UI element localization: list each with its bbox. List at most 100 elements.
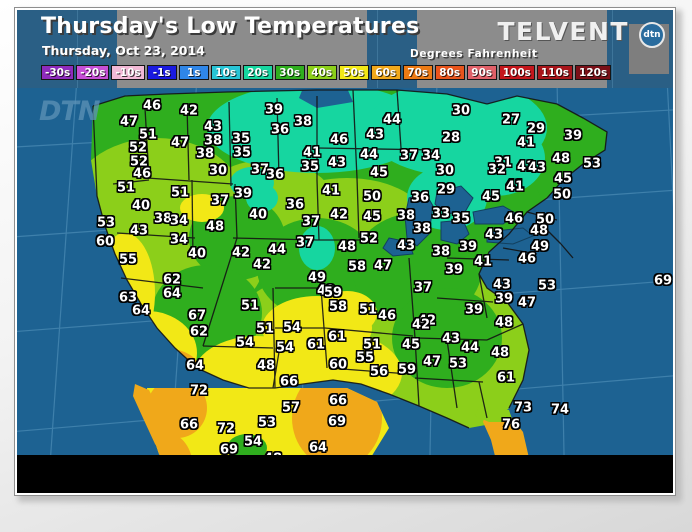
temperature-reading: 45	[369, 165, 389, 181]
temperature-reading: 55	[355, 350, 375, 366]
temperature-reading: 61	[496, 370, 516, 386]
temperature-legend: -30s -20s -10s -1s 1s 10s 20s 30s 40s 50s 60s 70s 80…	[41, 65, 612, 80]
temperature-reading: 47	[422, 354, 442, 370]
temperature-reading: 37	[413, 280, 433, 296]
temperature-reading: 34	[169, 213, 189, 229]
temperature-reading: 52	[128, 140, 148, 156]
temperature-reading: 46	[142, 98, 162, 114]
temperature-reading: 39	[563, 128, 583, 144]
legend-bin-40s[interactable]: 40s	[306, 65, 337, 80]
date-subtitle: Thursday, Oct 23, 2014	[42, 43, 205, 58]
temperature-reading: 48	[337, 239, 357, 255]
temperature-reading: 42	[329, 207, 349, 223]
temperature-reading: 49	[530, 239, 550, 255]
temperature-reading: 36	[265, 167, 285, 183]
temperature-reading: 45	[362, 209, 382, 225]
temperature-reading: 43	[365, 127, 385, 143]
temperature-reading: 42	[231, 245, 251, 261]
temperature-reading: 36	[270, 122, 290, 138]
temperature-reading: 48	[490, 345, 510, 361]
temperature-reading: 37	[210, 193, 230, 209]
temperature-reading: 38	[203, 133, 223, 149]
telvent-logo: TELVENT	[497, 17, 629, 46]
temperature-reading: 40	[131, 198, 151, 214]
temperature-reading: 38	[396, 208, 416, 224]
temperature-reading: 69	[653, 273, 673, 289]
temperature-reading: 51	[116, 180, 136, 196]
temperature-reading: 44	[267, 242, 287, 258]
temperature-reading: 38	[195, 146, 215, 162]
temperature-reading: 38	[431, 244, 451, 260]
temperature-reading: 64	[131, 303, 151, 319]
legend-bin--30s[interactable]: -30s	[41, 65, 75, 80]
temperature-reading: 48	[551, 151, 571, 167]
legend-bin-60s[interactable]: 60s	[370, 65, 401, 80]
temperature-reading: 43	[396, 238, 416, 254]
legend-bin-70s[interactable]: 70s	[402, 65, 433, 80]
temperature-reading: 44	[460, 340, 480, 356]
legend-bin-50s[interactable]: 50s	[338, 65, 369, 80]
temperature-reading: 76	[501, 417, 521, 433]
legend-bin-1s[interactable]: 1s	[178, 65, 209, 80]
temperature-reading: 57	[281, 400, 301, 416]
temperature-reading: 36	[285, 197, 305, 213]
dtn-logo-icon: dtn	[639, 22, 665, 48]
temperature-reading: 41	[321, 183, 341, 199]
temperature-reading: 54	[235, 335, 255, 351]
temperature-reading: 55	[118, 252, 138, 268]
legend-bin-80s[interactable]: 80s	[434, 65, 465, 80]
temperature-reading: 43	[492, 277, 512, 293]
temperature-reading: 54	[275, 340, 295, 356]
temperature-reading: 69	[327, 414, 347, 430]
temperature-reading: 67	[187, 308, 207, 324]
temperature-reading: 46	[517, 251, 537, 267]
temperature-reading: 50	[535, 212, 555, 228]
temperature-reading: 35	[232, 145, 252, 161]
legend-bin-100s[interactable]: 100s	[498, 65, 535, 80]
temperature-reading: 35	[451, 211, 471, 227]
temperature-reading: 36	[410, 190, 430, 206]
temperature-reading: 41	[516, 159, 536, 175]
temperature-reading: 51	[170, 185, 190, 201]
temperature-reading: 31	[493, 155, 513, 171]
header-grid-line	[77, 10, 78, 88]
temperature-reading: 62	[189, 324, 209, 340]
legend-bin-110s[interactable]: 110s	[536, 65, 574, 80]
units-label: Degrees Fahrenheit	[410, 48, 538, 60]
temperature-reading: 39	[494, 291, 514, 307]
temperature-reading: 38	[412, 221, 432, 237]
temperature-reading: 42	[411, 317, 431, 333]
temperature-reading: 35	[231, 131, 251, 147]
temperature-map[interactable]: DTN 46 42 47 51 43 38 35 39 38 46 44 43 30 27 29 28 41 39…	[17, 88, 673, 493]
baja-shape	[133, 384, 173, 460]
temperature-reading: 33	[431, 206, 451, 222]
header-bar: Thursday's Low Temperatures Thursday, Oc…	[17, 10, 673, 88]
temperature-reading: 42	[417, 313, 437, 329]
temperature-reading: 44	[359, 147, 379, 163]
temperature-reading: 46	[504, 211, 524, 227]
legend-bin--20s[interactable]: -20s	[76, 65, 110, 80]
legend-bin--1s[interactable]: -1s	[146, 65, 177, 80]
temperature-reading: 41	[505, 178, 525, 194]
temperature-reading: 43	[527, 160, 547, 176]
temperature-reading: 37	[295, 235, 315, 251]
legend-bin--10s[interactable]: -10s	[111, 65, 145, 80]
temperature-reading: 30	[208, 163, 228, 179]
temperature-reading: 49	[307, 270, 327, 286]
legend-bin-10s[interactable]: 10s	[210, 65, 241, 80]
temperature-reading: 56	[369, 364, 389, 380]
temperature-reading: 51	[362, 337, 382, 353]
temperature-reading: 61	[327, 329, 347, 345]
temperature-reading: 30	[435, 163, 455, 179]
legend-bin-120s[interactable]: 120s	[575, 65, 612, 80]
temperature-reading: 34	[421, 148, 441, 164]
legend-bin-90s[interactable]: 90s	[466, 65, 497, 80]
temperature-reading: 49	[316, 283, 336, 299]
state-boundaries	[92, 89, 608, 429]
temperature-reading: 64	[185, 358, 205, 374]
legend-bin-20s[interactable]: 20s	[242, 65, 273, 80]
temperature-reading: 40	[187, 246, 207, 262]
temperature-reading: 42	[179, 103, 199, 119]
legend-bin-30s[interactable]: 30s	[274, 65, 305, 80]
great-lakes	[382, 185, 534, 257]
